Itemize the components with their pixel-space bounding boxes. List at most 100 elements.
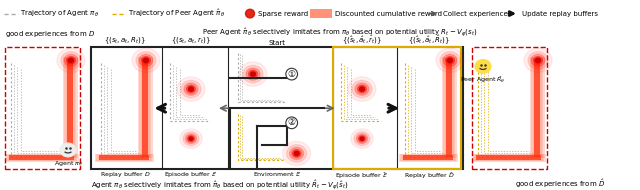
Bar bbox=[95, 154, 154, 162]
Bar bbox=[401, 155, 454, 161]
Ellipse shape bbox=[57, 48, 85, 73]
Bar bbox=[472, 47, 547, 169]
Bar bbox=[9, 155, 74, 160]
Ellipse shape bbox=[294, 151, 299, 156]
Text: ①: ① bbox=[287, 70, 296, 79]
Bar bbox=[67, 59, 73, 157]
Text: Environment $\mathbb{E}$: Environment $\mathbb{E}$ bbox=[253, 170, 301, 178]
Bar bbox=[472, 154, 545, 162]
Ellipse shape bbox=[440, 52, 460, 69]
Ellipse shape bbox=[181, 80, 201, 98]
Ellipse shape bbox=[189, 137, 193, 140]
Ellipse shape bbox=[356, 134, 367, 143]
Ellipse shape bbox=[348, 77, 376, 101]
Bar bbox=[446, 59, 452, 157]
Bar bbox=[9, 155, 74, 160]
Circle shape bbox=[475, 59, 491, 73]
Bar bbox=[445, 58, 454, 157]
Bar bbox=[99, 155, 149, 160]
Bar bbox=[99, 155, 149, 160]
Ellipse shape bbox=[250, 72, 255, 76]
Ellipse shape bbox=[447, 58, 452, 63]
Ellipse shape bbox=[292, 150, 301, 157]
Ellipse shape bbox=[360, 87, 365, 91]
Text: Collect experiences: Collect experiences bbox=[443, 11, 511, 17]
Ellipse shape bbox=[246, 9, 255, 18]
Ellipse shape bbox=[132, 48, 160, 73]
Ellipse shape bbox=[136, 52, 156, 69]
Ellipse shape bbox=[239, 62, 267, 86]
Ellipse shape bbox=[436, 48, 464, 73]
Text: $\{(\hat{s}_t, \hat{a}_t, \hat{R}_t)\}$: $\{(\hat{s}_t, \hat{a}_t, \hat{R}_t)\}$ bbox=[408, 34, 450, 46]
Text: Trajectory of Peer Agent $\hat{\pi}_{\theta}$: Trajectory of Peer Agent $\hat{\pi}_{\th… bbox=[128, 8, 225, 19]
Text: Replay buffer $D$: Replay buffer $D$ bbox=[100, 170, 150, 179]
Text: Sparse reward: Sparse reward bbox=[258, 11, 308, 17]
Ellipse shape bbox=[283, 141, 310, 166]
Bar bbox=[4, 154, 79, 162]
Text: Replay buffer $\hat{D}$: Replay buffer $\hat{D}$ bbox=[404, 170, 454, 181]
Bar bbox=[91, 47, 463, 169]
Ellipse shape bbox=[141, 56, 150, 64]
Ellipse shape bbox=[183, 132, 199, 146]
Ellipse shape bbox=[351, 129, 373, 148]
Bar bbox=[142, 59, 148, 157]
Text: Episode buffer $\mathcal{E}$: Episode buffer $\mathcal{E}$ bbox=[164, 170, 218, 179]
Bar bbox=[403, 155, 453, 160]
Ellipse shape bbox=[61, 52, 81, 69]
Ellipse shape bbox=[445, 56, 454, 64]
Ellipse shape bbox=[524, 48, 552, 73]
Ellipse shape bbox=[246, 68, 260, 80]
Ellipse shape bbox=[352, 80, 372, 98]
Ellipse shape bbox=[358, 135, 365, 142]
Text: Episode buffer $\hat{\mathcal{E}}$: Episode buffer $\hat{\mathcal{E}}$ bbox=[335, 170, 388, 181]
Text: Trajectory of Agent $\pi_{\theta}$: Trajectory of Agent $\pi_{\theta}$ bbox=[20, 9, 99, 19]
Ellipse shape bbox=[186, 134, 196, 143]
Bar bbox=[531, 58, 543, 158]
Text: good experiences from $D$: good experiences from $D$ bbox=[5, 29, 95, 40]
Ellipse shape bbox=[354, 132, 370, 146]
Ellipse shape bbox=[531, 54, 545, 66]
Bar bbox=[442, 57, 456, 158]
Bar bbox=[532, 58, 541, 157]
Ellipse shape bbox=[534, 56, 543, 64]
Bar bbox=[6, 154, 77, 161]
Bar bbox=[443, 58, 455, 158]
Bar bbox=[534, 59, 540, 157]
Bar bbox=[473, 154, 544, 161]
Text: $\{(s_t, a_t, r_t)\}$: $\{(s_t, a_t, r_t)\}$ bbox=[171, 36, 211, 46]
Ellipse shape bbox=[528, 52, 548, 69]
Text: ②: ② bbox=[287, 118, 296, 127]
Bar bbox=[5, 47, 80, 169]
Ellipse shape bbox=[67, 56, 76, 64]
Bar bbox=[139, 58, 151, 158]
Text: good experiences from $\hat{D}$: good experiences from $\hat{D}$ bbox=[515, 178, 605, 190]
Bar bbox=[400, 154, 456, 161]
Text: Start: Start bbox=[269, 40, 285, 46]
Text: Agent $\pi_{\theta}$: Agent $\pi_{\theta}$ bbox=[54, 159, 83, 168]
Ellipse shape bbox=[68, 58, 74, 63]
Ellipse shape bbox=[355, 83, 369, 95]
Ellipse shape bbox=[177, 77, 205, 101]
Ellipse shape bbox=[290, 147, 303, 160]
Text: Peer Agent $\hat{R}_{\theta}$: Peer Agent $\hat{R}_{\theta}$ bbox=[460, 74, 506, 85]
Bar bbox=[446, 59, 452, 157]
Ellipse shape bbox=[143, 58, 148, 63]
Text: Peer Agent $\hat{\pi}_{\theta}$ selectively imitates from $\pi_{\theta}$ based o: Peer Agent $\hat{\pi}_{\theta}$ selectiv… bbox=[202, 27, 477, 40]
Bar bbox=[65, 58, 74, 157]
Bar bbox=[534, 59, 540, 157]
Ellipse shape bbox=[360, 137, 364, 140]
Bar bbox=[96, 154, 152, 161]
Ellipse shape bbox=[287, 145, 307, 162]
Bar bbox=[97, 155, 150, 161]
Text: $\{(\hat{s}_t, \hat{a}_t, \hat{r}_t)\}$: $\{(\hat{s}_t, \hat{a}_t, \hat{r}_t)\}$ bbox=[342, 34, 382, 46]
Ellipse shape bbox=[186, 85, 195, 93]
Ellipse shape bbox=[180, 129, 202, 148]
Text: Agent $\pi_{\theta}$ selectively imitates from $\hat{\pi}_{\theta}$ based on pot: Agent $\pi_{\theta}$ selectively imitate… bbox=[92, 178, 349, 190]
Bar bbox=[138, 57, 152, 158]
Bar bbox=[141, 58, 150, 157]
Ellipse shape bbox=[536, 58, 541, 63]
Bar bbox=[476, 155, 541, 160]
Bar bbox=[529, 57, 545, 158]
Ellipse shape bbox=[443, 54, 457, 66]
Text: Update replay buffers: Update replay buffers bbox=[522, 11, 598, 17]
